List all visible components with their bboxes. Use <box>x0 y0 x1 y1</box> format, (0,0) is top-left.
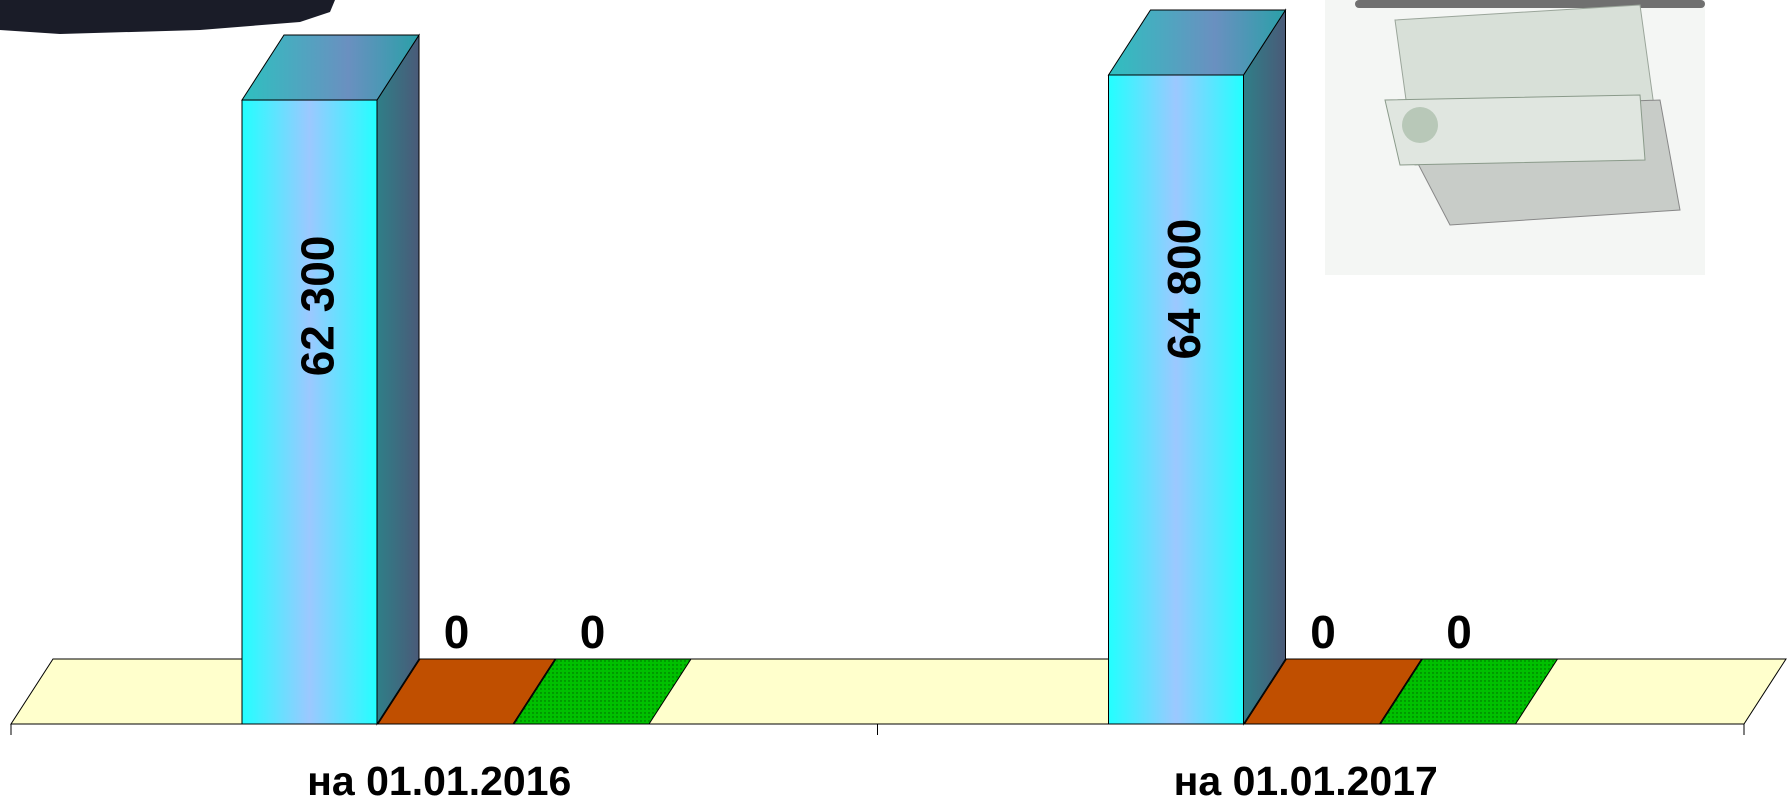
decor-picture <box>0 0 335 34</box>
value-label: 0 <box>1446 606 1472 658</box>
value-label: 64 800 <box>1158 219 1210 360</box>
value-label: 0 <box>444 606 470 658</box>
x-tick-label: на 01.01.2017 <box>1174 758 1438 804</box>
bar-front <box>241 99 378 725</box>
bar <box>513 658 692 725</box>
bar <box>377 658 556 725</box>
bar <box>1107 8 1287 726</box>
bar-top <box>1107 9 1287 76</box>
bar <box>1243 658 1423 725</box>
value-label: 62 300 <box>292 236 344 377</box>
bar-top <box>241 34 420 101</box>
x-tick-label: на 01.01.2016 <box>307 758 571 804</box>
banknote-picture <box>1325 0 1705 275</box>
bar-side <box>376 33 420 726</box>
value-label: 0 <box>1310 606 1336 658</box>
bar <box>241 33 420 726</box>
bar-top <box>1379 658 1559 725</box>
value-label: 0 <box>580 606 606 658</box>
bar-top <box>513 658 692 725</box>
bar-front <box>1108 74 1244 725</box>
bar-top <box>1243 658 1423 725</box>
bar <box>1379 658 1559 725</box>
bar-side <box>1243 8 1286 726</box>
bar-top <box>377 658 556 725</box>
